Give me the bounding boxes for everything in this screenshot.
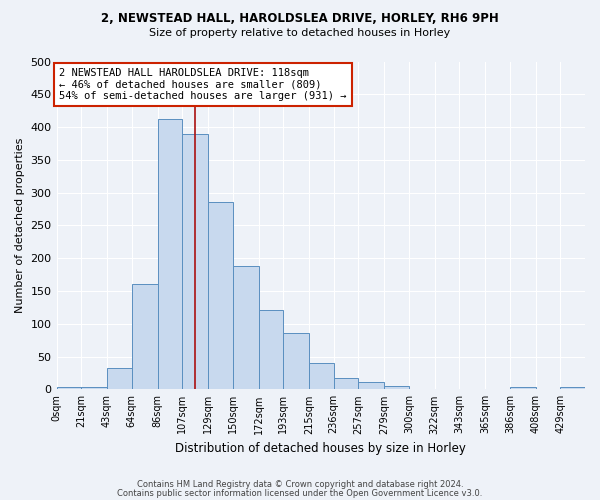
Bar bbox=[409, 388, 434, 390]
Bar bbox=[132, 284, 158, 390]
Bar bbox=[259, 310, 283, 390]
Text: Contains public sector information licensed under the Open Government Licence v3: Contains public sector information licen… bbox=[118, 489, 482, 498]
Text: 2 NEWSTEAD HALL HAROLDSLEA DRIVE: 118sqm
← 46% of detached houses are smaller (8: 2 NEWSTEAD HALL HAROLDSLEA DRIVE: 118sqm… bbox=[59, 68, 347, 102]
Bar bbox=[510, 388, 536, 390]
X-axis label: Distribution of detached houses by size in Horley: Distribution of detached houses by size … bbox=[175, 442, 466, 455]
Text: 2, NEWSTEAD HALL, HAROLDSLEA DRIVE, HORLEY, RH6 9PH: 2, NEWSTEAD HALL, HAROLDSLEA DRIVE, HORL… bbox=[101, 12, 499, 26]
Bar bbox=[434, 388, 460, 390]
Text: Size of property relative to detached houses in Horley: Size of property relative to detached ho… bbox=[149, 28, 451, 38]
Text: Contains HM Land Registry data © Crown copyright and database right 2024.: Contains HM Land Registry data © Crown c… bbox=[137, 480, 463, 489]
Bar bbox=[309, 363, 334, 390]
Y-axis label: Number of detached properties: Number of detached properties bbox=[15, 138, 25, 313]
Bar bbox=[208, 202, 233, 390]
Bar bbox=[107, 368, 132, 390]
Bar bbox=[81, 388, 107, 390]
Bar bbox=[182, 134, 208, 390]
Bar bbox=[384, 386, 409, 390]
Bar bbox=[56, 388, 81, 390]
Bar bbox=[283, 333, 309, 390]
Bar bbox=[334, 378, 358, 390]
Bar bbox=[233, 266, 259, 390]
Bar bbox=[158, 119, 182, 390]
Bar bbox=[560, 388, 585, 390]
Bar bbox=[358, 382, 384, 390]
